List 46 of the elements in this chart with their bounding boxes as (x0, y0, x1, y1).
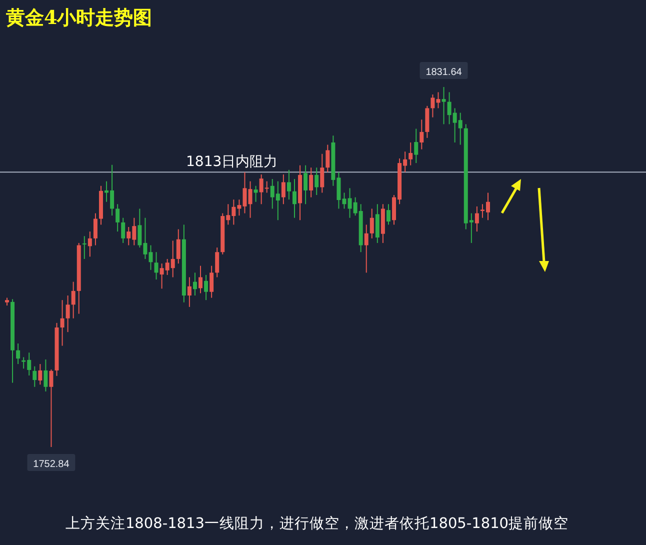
candlestick (116, 204, 120, 232)
candlestick (66, 295, 70, 333)
candlestick (32, 366, 37, 388)
candlestick (370, 208, 374, 239)
candlestick (60, 300, 64, 346)
candlestick (326, 144, 330, 173)
candlestick (38, 364, 42, 386)
candlestick (44, 358, 48, 392)
candlestick (281, 174, 286, 205)
annotation: 1752.84 (33, 459, 70, 470)
candlestick (425, 105, 430, 138)
ref-line-label: 1813日内阻力 (186, 154, 278, 170)
candlestick (93, 212, 98, 246)
text: 上方关注1808-1813一线阻力，进行做空，激进者依托1805-1810提前做空 (65, 515, 569, 532)
candlestick (248, 180, 252, 218)
candlestick (314, 167, 319, 196)
candlestick (176, 228, 180, 264)
candlestick (204, 274, 208, 301)
chart-title: 黄金4小时走势图 (5, 7, 152, 29)
candlestick (71, 281, 76, 319)
candlestick (442, 86, 446, 125)
candlestick (198, 265, 203, 294)
candlestick (82, 236, 86, 260)
candlestick (304, 164, 308, 205)
candlestick (286, 169, 291, 200)
annotation: 1831.64 (426, 67, 462, 78)
candlestick (386, 204, 390, 226)
candlestick (215, 247, 220, 278)
candlestick (154, 252, 158, 280)
candlestick (121, 217, 126, 244)
candlestick (309, 167, 314, 198)
candlestick (320, 153, 324, 194)
candlestick (414, 128, 418, 164)
candlestick (375, 204, 380, 244)
candlestick (408, 142, 413, 166)
candlestick (420, 119, 424, 150)
candlestick (254, 185, 258, 202)
candlestick (292, 178, 296, 218)
candlestick (474, 206, 479, 232)
candlestick (192, 272, 197, 296)
candlestick (88, 231, 92, 258)
candlestick (187, 276, 192, 308)
candlestick (49, 369, 54, 448)
candlestick (16, 342, 20, 365)
candlestick (364, 224, 368, 274)
candlestick (210, 265, 214, 298)
